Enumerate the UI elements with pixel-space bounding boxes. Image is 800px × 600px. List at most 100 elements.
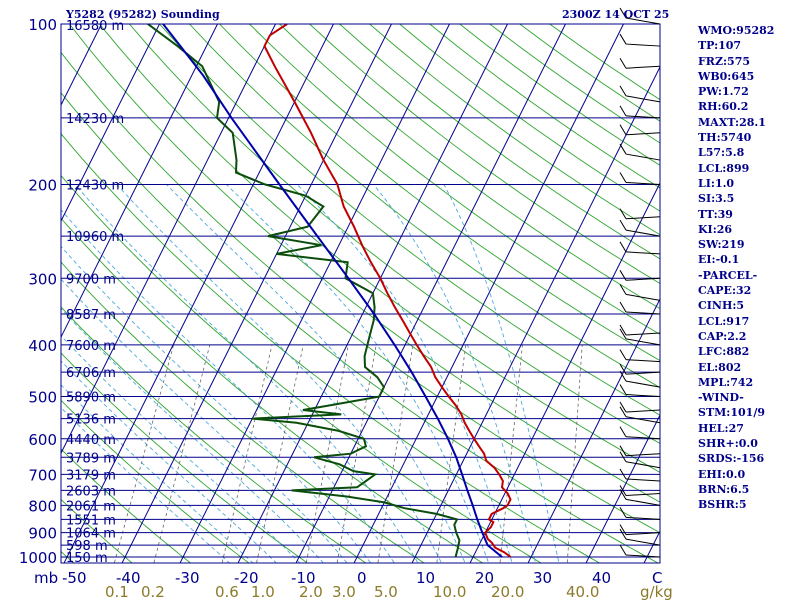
wind-barb [619,219,661,237]
mixing-ratio-label: 0.1 [105,583,129,600]
dry-adiabat-line [61,399,250,563]
height-label: 4440 m [66,433,116,448]
pressure-label: 1000 [19,549,57,567]
wind-barbs [619,7,661,558]
dry-adiabat-line [0,0,21,568]
isotherm-line [61,24,103,107]
temperature-tick-label: 20 [475,569,494,587]
wind-barb [619,328,661,346]
isotherm-line [0,0,4,568]
wind-barb-flag [619,85,627,97]
moist-adiabat-line [61,209,395,563]
index-item: LI:1.0 [698,176,735,190]
dry-adiabat-line [61,448,192,563]
wind-barb-staff [625,453,661,457]
mixing-ratio-label: 0.6 [215,583,239,600]
parcel-profile-line [161,24,503,558]
wind-barb-flag [619,524,627,535]
isobars [61,23,660,558]
height-label: 598 m [66,539,108,554]
wind-barb-staff [625,332,661,336]
moist-adiabat-line [61,360,277,563]
dry-adiabat-line [68,24,660,503]
wind-barb-flag [619,370,627,382]
wind-barb-staff [625,311,661,315]
pressure-label: 800 [28,497,57,515]
index-item: HEL:27 [698,421,744,435]
indices-panel: WMO:95282 TP:107 FRZ:575 WB0:645 PW:1.72 RH:6… [698,23,774,513]
plot-frame [60,23,661,564]
wind-barb-flag [619,172,627,183]
index-item: EI:-0.1 [698,253,740,267]
wind-barb [619,172,661,185]
temperature-tick-label: 10 [416,569,435,587]
wind-barb-staff [625,43,661,47]
index-item: SHR+:0.0 [698,437,758,451]
wind-barb [619,349,661,363]
mixing-ratio-lines [113,344,583,563]
isotherm-line [411,65,660,563]
wind-barb-flag [619,324,627,336]
wind-barb [619,85,661,103]
mixing-ratio-line [566,344,583,563]
wind-barb [619,406,661,424]
wind-barb-flag [619,124,627,136]
wind-barb-staff [625,293,661,301]
mixing-ratio-line [336,344,377,563]
mixing-ratio-line [221,344,273,563]
moist-adiabat-line [61,308,325,563]
moist-adiabat-line [226,184,490,563]
wind-barb [619,451,661,469]
wind-barb-flag [619,143,627,155]
pressure-label: 100 [28,16,57,34]
wind-barb-staff [625,95,661,103]
index-item: STM:101/9 [698,406,765,420]
isotherm-line [237,24,509,563]
moist-adiabat-line [166,184,466,563]
wind-barb-staff [625,461,661,469]
wind-barb-flag [619,33,627,45]
wind-barb-flag [619,208,627,220]
moist-adiabat-line [61,278,348,563]
wind-barb-staff [625,532,661,536]
isotherm-line [585,413,660,563]
mixing-ratio-line [436,344,467,563]
index-item: WB0:645 [698,69,755,83]
valid-time: 2300Z 14 OCT 25 [562,8,670,21]
wind-barb [619,7,661,25]
index-item: SI:3.5 [698,192,735,206]
moist-adiabat-line [296,184,513,563]
wind-barb-flag [619,401,627,413]
wind-barb-staff [625,338,661,346]
height-label: 2061 m [66,499,116,514]
moist-adiabat-line [443,184,560,563]
wind-barb-staff [625,229,661,237]
index-item: L57:5.8 [698,146,745,160]
temperature-tick-label: -10 [291,569,316,587]
isotherm-line [63,24,335,563]
temperature-tick-label: -20 [234,569,259,587]
wind-barb [619,105,661,119]
height-label: 7600 m [66,339,116,354]
isotherm-line [121,24,393,563]
wind-barb-flag [619,284,627,295]
height-label: 1064 m [66,527,116,542]
index-item: EL:802 [698,360,742,374]
pressure-label: 500 [28,389,57,407]
mixing-ratio-line [377,344,414,563]
temperature-tick-label: 0 [357,569,367,587]
index-item: CAP:2.2 [698,329,747,343]
mixing-ratio-line [499,344,523,563]
wind-barb-flag [619,406,627,418]
index-item: LCL:917 [698,314,750,328]
dry-adiabats [0,0,660,568]
wind-barb [619,284,661,301]
wind-barb [619,301,661,315]
index-item: EHI:0.0 [698,467,746,481]
wind-barb-flag [619,57,627,69]
wind-barb [619,370,661,388]
wind-barb-staff [625,371,661,375]
height-label: 2603 m [66,484,116,499]
wind-barb-staff [625,153,661,161]
pressure-label: 400 [28,337,57,355]
